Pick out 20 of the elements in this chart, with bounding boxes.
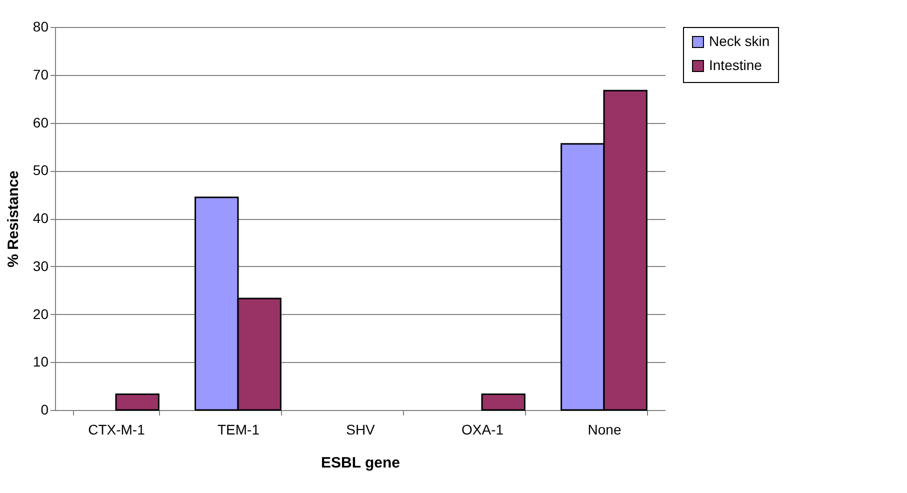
x-tick-label: SHV: [346, 422, 376, 438]
y-tick-label: 10: [32, 354, 49, 370]
y-tick-label: 40: [32, 210, 49, 226]
y-tick-label: 70: [32, 66, 49, 82]
y-tick-label: 80: [32, 18, 49, 34]
y-tick-label: 50: [32, 162, 49, 178]
x-axis-title: ESBL gene: [321, 454, 400, 472]
y-tick-label: 60: [32, 114, 49, 130]
x-tick-label: TEM-1: [218, 422, 260, 438]
x-tick-label: CTX-M-1: [88, 422, 146, 438]
bar: [481, 393, 526, 411]
x-tick-label: OXA-1: [461, 422, 504, 438]
legend-label: Intestine: [709, 57, 762, 73]
y-axis-title: % Resistance: [4, 170, 22, 268]
bar: [115, 393, 160, 411]
x-tick-label: None: [588, 422, 622, 438]
y-tick-label: 30: [32, 258, 49, 274]
y-tick-label: 20: [32, 306, 49, 322]
legend-label: Neck skin: [709, 33, 770, 49]
y-tick-label: 0: [40, 402, 49, 418]
